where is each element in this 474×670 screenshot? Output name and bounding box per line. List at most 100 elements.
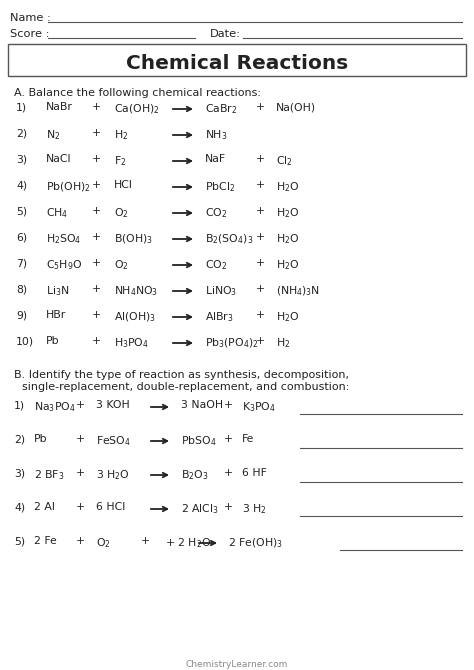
- Text: 1): 1): [14, 400, 25, 410]
- Text: Score :: Score :: [10, 29, 49, 39]
- Text: Li$_3$N: Li$_3$N: [46, 284, 70, 297]
- Text: +: +: [75, 502, 84, 512]
- Text: +: +: [255, 310, 264, 320]
- Text: 8): 8): [16, 284, 27, 294]
- Text: C$_5$H$_9$O: C$_5$H$_9$O: [46, 258, 82, 272]
- Text: 5): 5): [14, 536, 25, 546]
- Text: 2 AlCl$_3$: 2 AlCl$_3$: [181, 502, 219, 516]
- Text: +: +: [91, 232, 100, 242]
- Text: +: +: [91, 102, 100, 112]
- Text: Fe: Fe: [242, 434, 255, 444]
- Text: PbSO$_4$: PbSO$_4$: [181, 434, 217, 448]
- Text: NH$_3$: NH$_3$: [205, 128, 228, 142]
- Text: 4): 4): [14, 502, 25, 512]
- Text: +: +: [91, 336, 100, 346]
- Text: +: +: [91, 128, 100, 138]
- Text: H$_2$O: H$_2$O: [276, 232, 300, 246]
- Text: +: +: [91, 258, 100, 268]
- Text: 7): 7): [16, 258, 27, 268]
- Text: +: +: [223, 468, 233, 478]
- Text: H$_2$O: H$_2$O: [276, 258, 300, 272]
- Text: + 2 H$_2$O: + 2 H$_2$O: [165, 536, 211, 550]
- Text: NaCl: NaCl: [46, 154, 72, 164]
- Text: +: +: [255, 258, 264, 268]
- Text: O$_2$: O$_2$: [114, 206, 128, 220]
- Text: O$_2$: O$_2$: [114, 258, 128, 272]
- Text: Pb: Pb: [46, 336, 60, 346]
- Text: Ca(OH)$_2$: Ca(OH)$_2$: [114, 102, 160, 116]
- Text: Na$_3$PO$_4$: Na$_3$PO$_4$: [34, 400, 76, 414]
- Text: F$_2$: F$_2$: [114, 154, 127, 168]
- Text: Na(OH): Na(OH): [276, 102, 316, 112]
- Text: 9): 9): [16, 310, 27, 320]
- Text: LiNO$_3$: LiNO$_3$: [205, 284, 237, 297]
- Text: +: +: [255, 180, 264, 190]
- Text: Cl$_2$: Cl$_2$: [276, 154, 293, 168]
- Text: AlBr$_3$: AlBr$_3$: [205, 310, 234, 324]
- Text: +: +: [75, 468, 84, 478]
- Text: +: +: [223, 434, 233, 444]
- Text: Pb$_3$(PO$_4$)$_2$: Pb$_3$(PO$_4$)$_2$: [205, 336, 259, 350]
- Text: NaF: NaF: [205, 154, 226, 164]
- Text: B$_2$(SO$_4$)$_3$: B$_2$(SO$_4$)$_3$: [205, 232, 253, 246]
- Text: 1): 1): [16, 102, 27, 112]
- Text: Name :: Name :: [10, 13, 51, 23]
- Text: CH$_4$: CH$_4$: [46, 206, 68, 220]
- Text: +: +: [91, 154, 100, 164]
- Text: B$_2$O$_3$: B$_2$O$_3$: [181, 468, 209, 482]
- Text: H$_2$: H$_2$: [114, 128, 128, 142]
- Text: H$_2$: H$_2$: [276, 336, 290, 350]
- Text: Al(OH)$_3$: Al(OH)$_3$: [114, 310, 156, 324]
- Text: H$_3$PO$_4$: H$_3$PO$_4$: [114, 336, 149, 350]
- Text: +: +: [223, 400, 233, 410]
- Text: 3): 3): [14, 468, 25, 478]
- Text: 3 H$_2$: 3 H$_2$: [242, 502, 267, 516]
- Text: 4): 4): [16, 180, 27, 190]
- Text: 2 Al: 2 Al: [34, 502, 55, 512]
- Text: 2 BF$_3$: 2 BF$_3$: [34, 468, 64, 482]
- Text: A. Balance the following chemical reactions:: A. Balance the following chemical reacti…: [14, 88, 261, 98]
- Text: +: +: [91, 284, 100, 294]
- Text: +: +: [91, 310, 100, 320]
- Text: 6): 6): [16, 232, 27, 242]
- Text: +: +: [75, 434, 84, 444]
- Text: N$_2$: N$_2$: [46, 128, 60, 142]
- Text: +: +: [75, 536, 84, 546]
- Text: +: +: [255, 284, 264, 294]
- Text: +: +: [255, 206, 264, 216]
- Text: PbCl$_2$: PbCl$_2$: [205, 180, 235, 194]
- Text: O$_2$: O$_2$: [96, 536, 110, 550]
- Text: 10): 10): [16, 336, 34, 346]
- Text: 6 HF: 6 HF: [242, 468, 267, 478]
- Text: +: +: [140, 536, 150, 546]
- Text: NaBr: NaBr: [46, 102, 73, 112]
- Text: +: +: [255, 336, 264, 346]
- Text: H$_2$O: H$_2$O: [276, 206, 300, 220]
- Text: Date:: Date:: [210, 29, 241, 39]
- Text: CO$_2$: CO$_2$: [205, 206, 227, 220]
- Text: 2 Fe(OH)$_3$: 2 Fe(OH)$_3$: [228, 536, 283, 549]
- Text: HCl: HCl: [114, 180, 133, 190]
- Text: +: +: [223, 502, 233, 512]
- Text: 2 Fe: 2 Fe: [34, 536, 57, 546]
- Text: +: +: [91, 180, 100, 190]
- Text: 5): 5): [16, 206, 27, 216]
- Bar: [8, 44, 466, 76]
- Text: 3 NaOH: 3 NaOH: [181, 400, 223, 410]
- Text: single-replacement, double-replacement, and combustion:: single-replacement, double-replacement, …: [22, 382, 349, 392]
- Text: FeSO$_4$: FeSO$_4$: [96, 434, 131, 448]
- Text: ChemistryLearner.com: ChemistryLearner.com: [186, 660, 288, 669]
- Text: Chemical Reactions: Chemical Reactions: [126, 54, 348, 73]
- Text: 6 HCl: 6 HCl: [96, 502, 125, 512]
- Text: Pb(OH)$_2$: Pb(OH)$_2$: [46, 180, 91, 194]
- Text: HBr: HBr: [46, 310, 66, 320]
- Text: B. Identify the type of reaction as synthesis, decomposition,: B. Identify the type of reaction as synt…: [14, 370, 349, 380]
- Text: +: +: [255, 232, 264, 242]
- Text: B(OH)$_3$: B(OH)$_3$: [114, 232, 153, 246]
- Text: +: +: [255, 154, 264, 164]
- Text: H$_2$O: H$_2$O: [276, 180, 300, 194]
- Text: NH$_4$NO$_3$: NH$_4$NO$_3$: [114, 284, 158, 297]
- Text: 2): 2): [16, 128, 27, 138]
- Text: +: +: [75, 400, 84, 410]
- Text: 3 H$_2$O: 3 H$_2$O: [96, 468, 130, 482]
